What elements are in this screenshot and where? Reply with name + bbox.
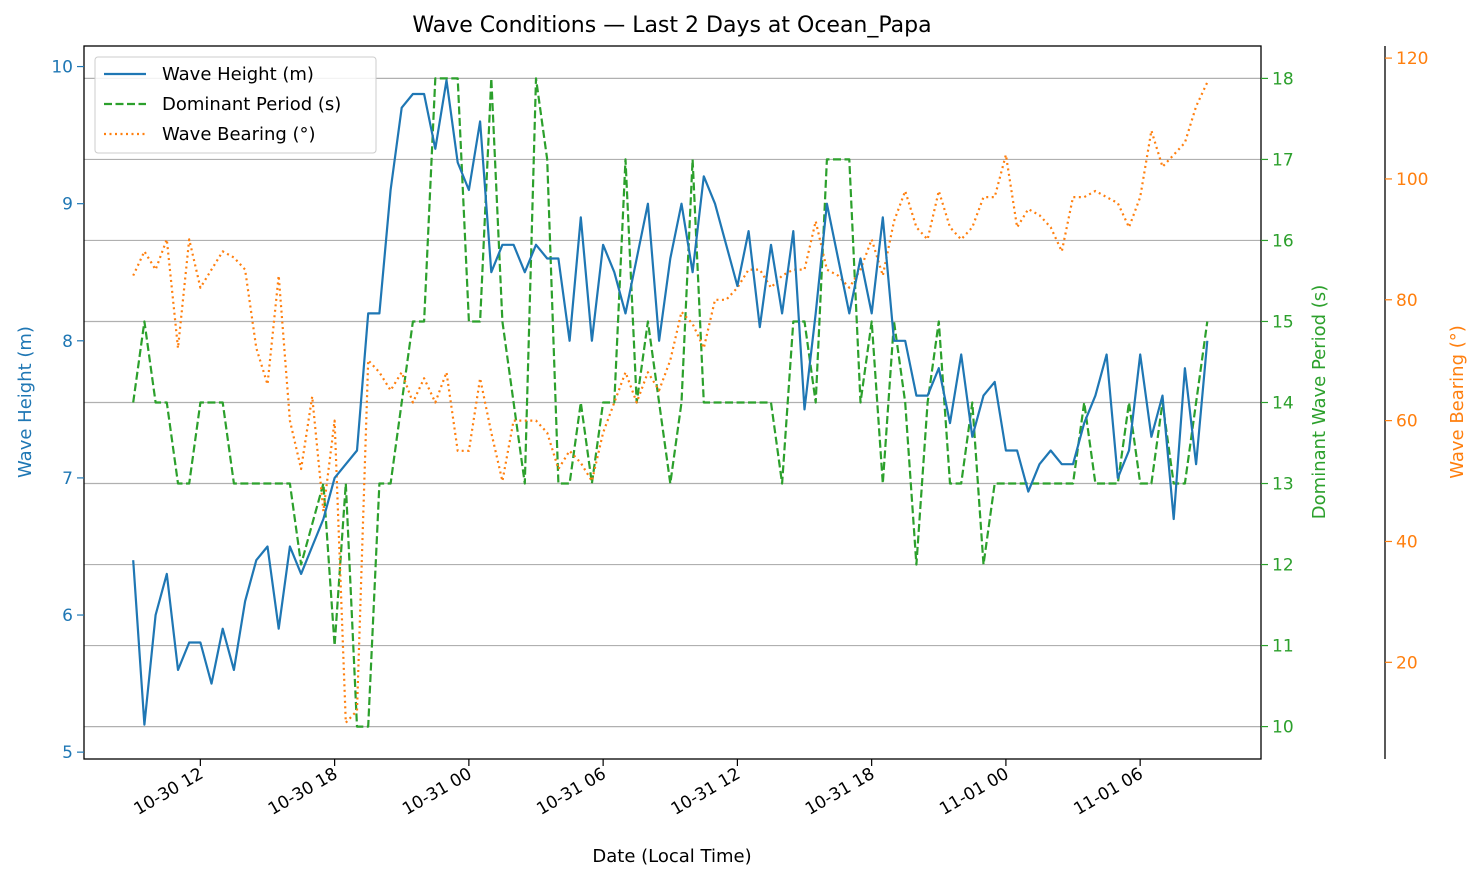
period-axis-tick-label-5: 15 xyxy=(1272,312,1294,332)
period-axis-tick-label-7: 17 xyxy=(1272,150,1294,170)
x-tick-label-1: 10-30 18 xyxy=(265,764,341,820)
period-axis: 10 11 12 13 14 15 16 17 18 xyxy=(1261,69,1294,738)
x-tick-label-5: 10-31 18 xyxy=(802,764,878,820)
height-axis-tick-label-5: 10 xyxy=(51,58,73,78)
legend-label-height: Wave Height (m) xyxy=(162,64,314,85)
height-axis-tick-label-3: 8 xyxy=(62,332,73,352)
x-axis: 10-30 12 10-30 18 10-31 00 10-31 06 10-31 12… xyxy=(131,759,1147,820)
series-line-height xyxy=(132,79,1209,726)
x-tick-label-3: 10-31 06 xyxy=(533,764,609,820)
height-axis-tick-label-2: 7 xyxy=(62,469,73,489)
bearing-axis-tick-label-4: 100 xyxy=(1396,170,1428,190)
bearing-axis-tick-label-3: 80 xyxy=(1396,291,1418,311)
period-axis-tick-label-2: 12 xyxy=(1272,556,1294,576)
legend-label-bearing: Wave Bearing (°) xyxy=(162,124,316,145)
period-axis-tick-label-0: 10 xyxy=(1272,718,1294,738)
bearing-axis: 20 40 60 80 100 120 xyxy=(1385,49,1428,673)
chart-title: Wave Conditions — Last 2 Days at Ocean_P… xyxy=(412,13,931,38)
x-tick-label-7: 11-01 06 xyxy=(1070,764,1146,820)
legend-box xyxy=(94,56,377,154)
x-tick-label-2: 10-31 00 xyxy=(399,764,475,820)
period-axis-tick-label-1: 11 xyxy=(1272,637,1294,657)
bearing-axis-tick-label-0: 20 xyxy=(1396,653,1418,673)
bearing-axis-tick-label-5: 120 xyxy=(1396,49,1428,69)
x-axis-label: Date (Local Time) xyxy=(592,846,751,867)
height-axis: 5 6 7 8 9 10 xyxy=(51,58,84,763)
period-axis-tick-label-4: 14 xyxy=(1272,394,1294,414)
height-axis-label: Wave Height (m) xyxy=(15,326,36,478)
series-line-period xyxy=(132,77,1209,728)
period-axis-label: Dominant Wave Period (s) xyxy=(1309,285,1330,519)
bearing-axis-label: Wave Bearing (°) xyxy=(1447,325,1468,479)
x-tick-label-0: 10-30 12 xyxy=(131,764,207,820)
bearing-axis-tick-label-1: 40 xyxy=(1396,532,1418,552)
height-axis-tick-label-0: 5 xyxy=(62,743,73,763)
bearing-axis-tick-label-2: 60 xyxy=(1396,412,1418,432)
legend: Wave Height (m) Dominant Period (s) Wave… xyxy=(94,56,377,154)
grid-lines xyxy=(84,77,1261,728)
x-tick-label-6: 11-01 00 xyxy=(936,764,1012,820)
height-axis-tick-label-4: 9 xyxy=(62,195,73,215)
height-axis-tick-label-1: 6 xyxy=(62,606,73,626)
period-axis-tick-label-3: 13 xyxy=(1272,475,1294,495)
series-lines xyxy=(132,77,1209,728)
legend-label-period: Dominant Period (s) xyxy=(162,94,341,115)
x-tick-label-4: 10-31 12 xyxy=(668,764,744,820)
period-axis-tick-label-6: 16 xyxy=(1272,231,1294,251)
period-axis-tick-label-8: 18 xyxy=(1272,69,1294,89)
